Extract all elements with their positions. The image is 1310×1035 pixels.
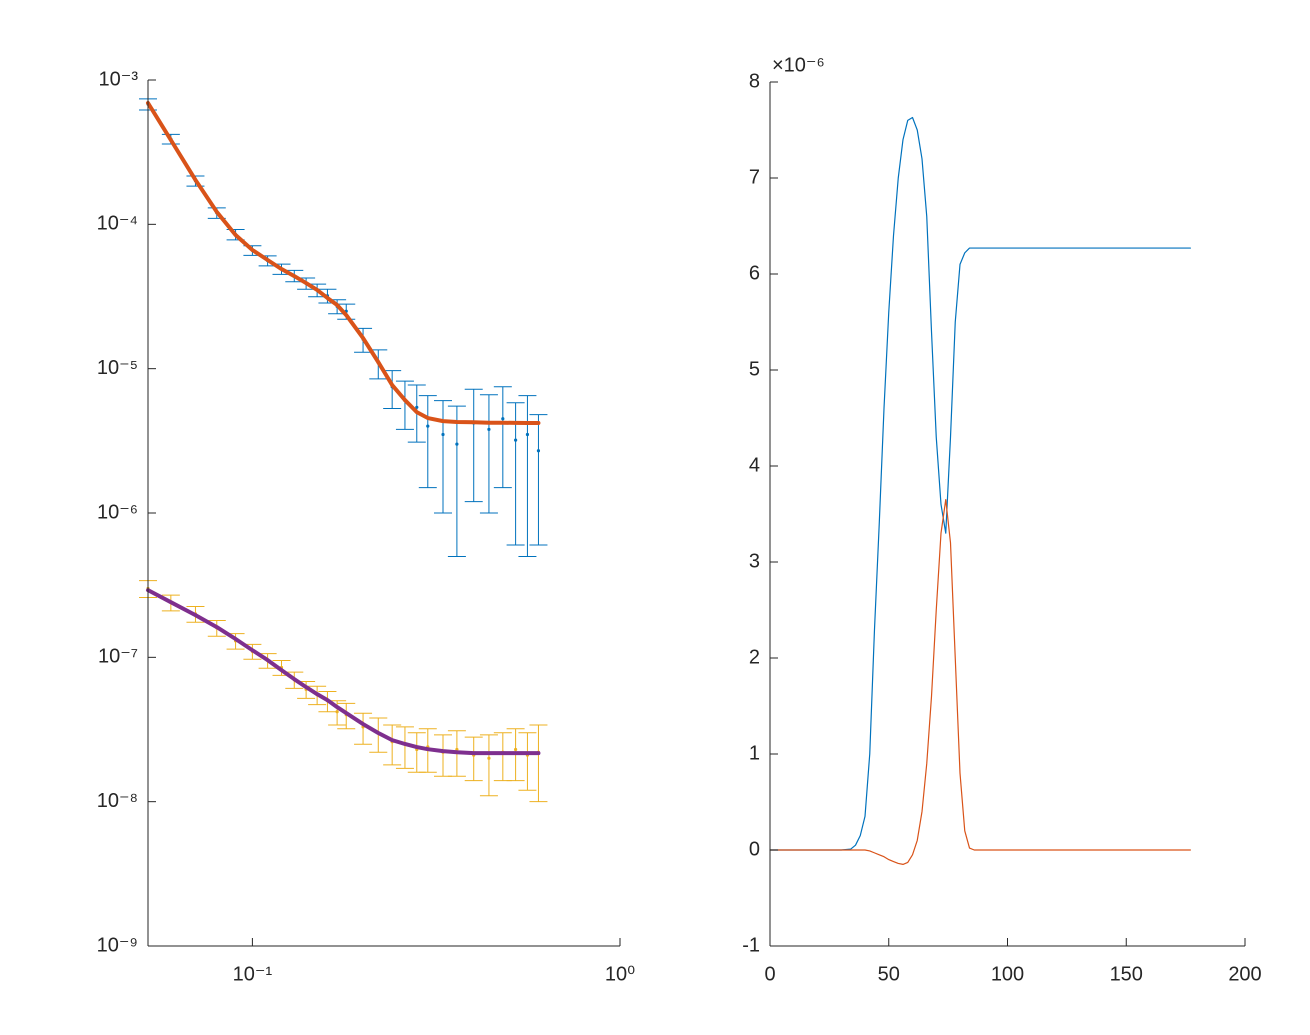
error-bar bbox=[506, 402, 525, 546]
error-bar bbox=[479, 394, 498, 514]
axis-multiplier: ×10⁻⁶ bbox=[772, 54, 825, 76]
data-point bbox=[536, 449, 541, 453]
error-bar bbox=[418, 395, 437, 489]
x-tick-label: 100 bbox=[991, 963, 1024, 985]
y-tick-label: 0 bbox=[749, 838, 760, 860]
error-bar bbox=[407, 732, 426, 773]
error-bar bbox=[447, 405, 466, 557]
series-line bbox=[769, 499, 1191, 865]
y-tick-label: -1 bbox=[742, 934, 760, 956]
data-point bbox=[514, 438, 518, 442]
data-point bbox=[441, 432, 445, 437]
data-point bbox=[525, 432, 530, 437]
y-tick-label: 3 bbox=[749, 550, 760, 572]
y-tick-label: 10⁻³ bbox=[99, 68, 139, 90]
data-point bbox=[415, 405, 419, 409]
y-tick-label: 7 bbox=[749, 166, 760, 188]
x-tick-label: 0 bbox=[764, 963, 775, 985]
error-bar bbox=[434, 400, 453, 514]
y-tick-label: 8 bbox=[749, 70, 760, 92]
error-bar bbox=[383, 724, 402, 766]
y-tick-label: 10⁻⁸ bbox=[97, 790, 138, 812]
data-point bbox=[501, 417, 505, 421]
error-bar bbox=[434, 734, 453, 777]
data-point bbox=[335, 710, 339, 714]
error-bar bbox=[464, 388, 483, 503]
error-bar bbox=[493, 732, 512, 782]
error-bar bbox=[518, 395, 537, 557]
data-point bbox=[455, 442, 459, 446]
x-tick-label: 50 bbox=[878, 963, 900, 985]
error-bar bbox=[395, 380, 414, 430]
error-bar bbox=[518, 732, 537, 791]
error-bar bbox=[529, 724, 548, 803]
data-point bbox=[487, 427, 491, 431]
y-tick-label: 10⁻⁶ bbox=[97, 501, 138, 523]
series-line bbox=[146, 588, 541, 756]
x-tick-label: 10⁻¹ bbox=[233, 963, 273, 985]
series-line bbox=[769, 116, 1191, 851]
y-tick-label: 4 bbox=[749, 454, 760, 476]
error-bar bbox=[354, 712, 373, 745]
error-bar bbox=[383, 370, 402, 409]
data-point bbox=[487, 756, 491, 760]
y-tick-label: 10⁻⁷ bbox=[98, 646, 138, 668]
y-tick-label: 1 bbox=[749, 742, 760, 764]
y-tick-label: 5 bbox=[749, 358, 760, 380]
y-tick-label: 10⁻⁹ bbox=[97, 934, 138, 956]
error-bar bbox=[479, 734, 498, 797]
y-tick-label: 10⁻⁴ bbox=[97, 213, 138, 235]
series-line bbox=[146, 100, 541, 426]
error-bar bbox=[529, 414, 548, 546]
y-tick-label: 6 bbox=[749, 262, 760, 284]
x-tick-label: 150 bbox=[1110, 963, 1143, 985]
y-tick-label: 10⁻⁵ bbox=[97, 357, 138, 379]
x-tick-label: 200 bbox=[1228, 963, 1261, 985]
data-point bbox=[426, 424, 430, 428]
x-tick-label: 10⁰ bbox=[605, 963, 635, 985]
error-bar bbox=[493, 386, 512, 489]
y-tick-label: 2 bbox=[749, 646, 760, 668]
error-bar bbox=[395, 726, 414, 769]
data-point bbox=[514, 747, 518, 752]
error-bar bbox=[464, 736, 483, 782]
